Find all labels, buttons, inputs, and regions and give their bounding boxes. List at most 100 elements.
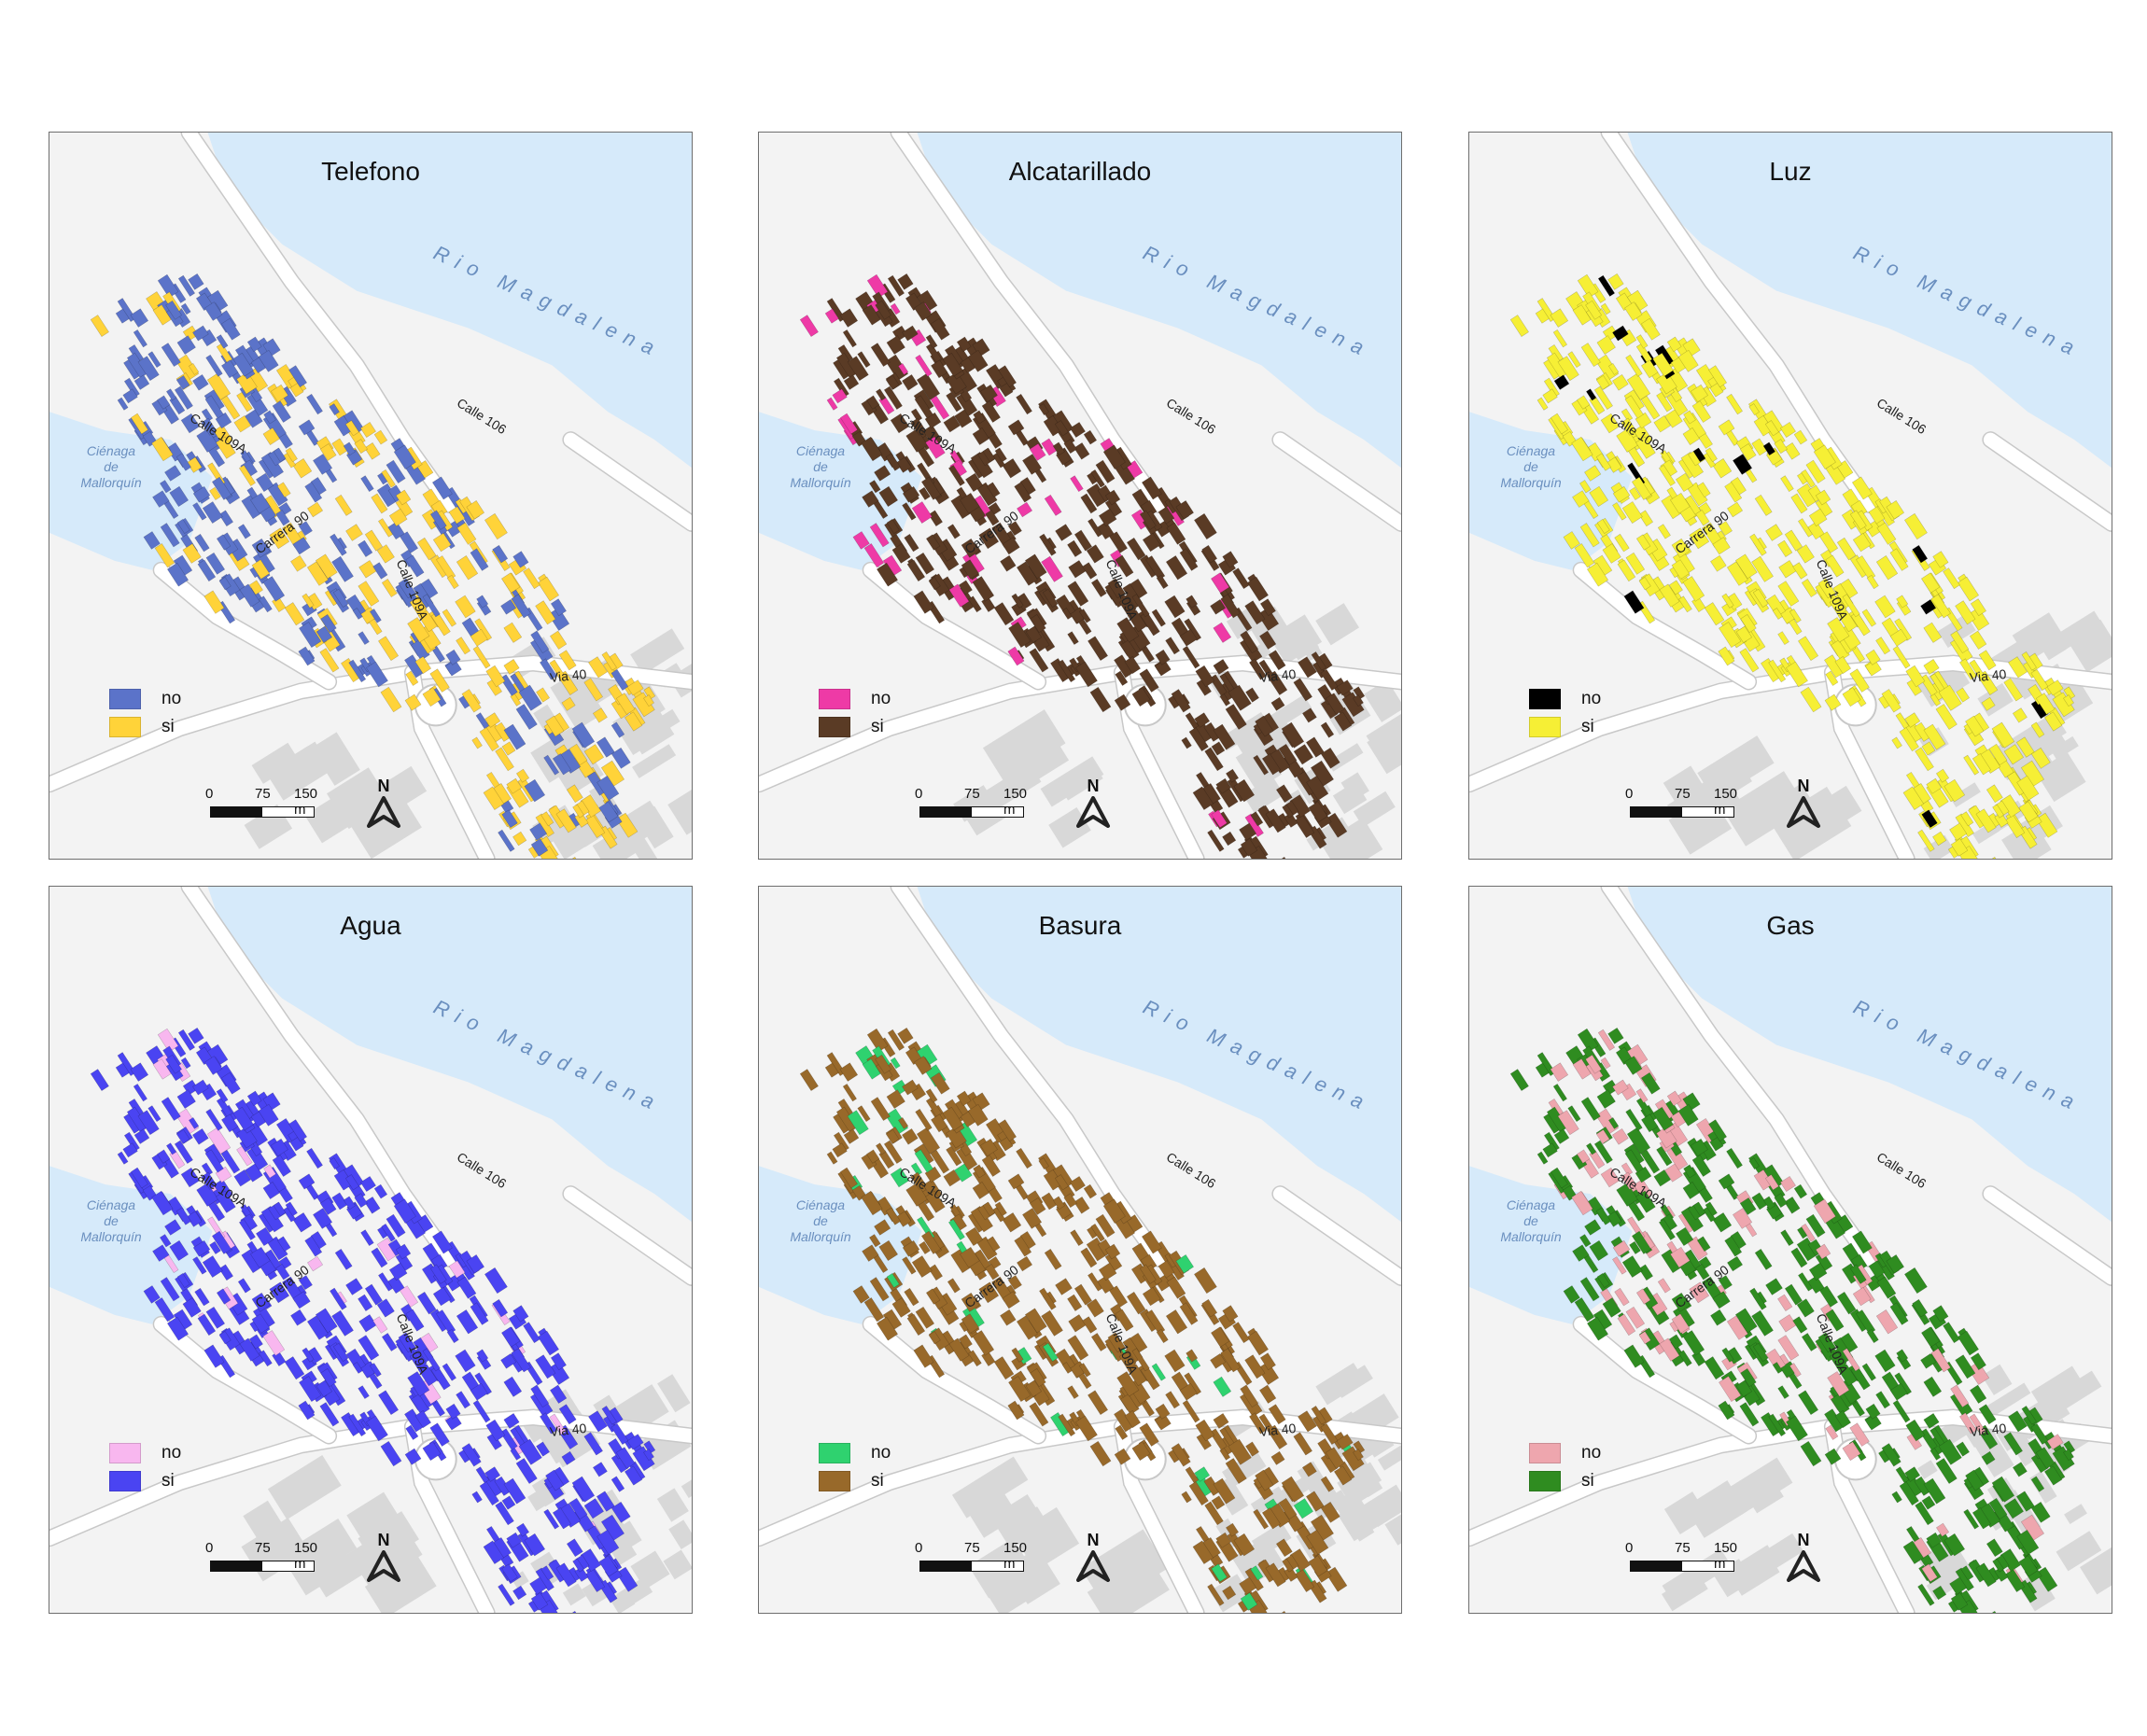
north-label: N (1087, 777, 1100, 795)
scale-bar: 0 75 150 m (205, 786, 318, 818)
scale-label-150: 150 m (1714, 1540, 1738, 1572)
legend-label-si: si (871, 717, 884, 736)
scale-label-0: 0 (1625, 786, 1634, 802)
legend-swatch-no (1529, 689, 1561, 709)
map-panel-luz: Luz Rio Magdalena Ciénaga de Mallorquín Ca… (1468, 132, 2112, 860)
legend-label-si: si (161, 717, 175, 736)
lagoon-label: Ciénaga de Mallorquín (80, 443, 142, 490)
north-arrow-icon (1787, 1550, 1820, 1582)
map-canvas (759, 887, 1401, 1613)
legend-label-no: no (161, 689, 182, 708)
north-arrow: N (365, 777, 402, 833)
legend-label-no: no (871, 689, 891, 708)
scale-label-150: 150 m (1714, 786, 1738, 818)
scale-label-0: 0 (915, 1540, 923, 1556)
north-arrow: N (1074, 777, 1112, 833)
lagoon-label: Ciénaga de Mallorquín (790, 1197, 851, 1244)
panel-title: Gas (1766, 911, 1815, 940)
legend: no si (1529, 1439, 1601, 1495)
legend-swatch-si (109, 1471, 141, 1491)
legend-item-no: no (1529, 1439, 1601, 1467)
legend: no si (819, 1439, 891, 1495)
river-area (1469, 887, 2112, 1223)
north-arrow-icon (1787, 796, 1820, 828)
north-label: N (1797, 777, 1810, 795)
legend: no si (819, 685, 891, 741)
legend-item-no: no (109, 685, 181, 713)
legend-swatch-no (109, 1443, 141, 1463)
legend-label-si: si (1581, 1471, 1594, 1491)
legend-item-no: no (819, 1439, 891, 1467)
river-area (759, 887, 1401, 1223)
north-arrow: N (1074, 1531, 1112, 1587)
map-panel-basura: Basura Rio Magdalena Ciénaga de Mallorquín… (758, 886, 1402, 1614)
map-canvas (1469, 133, 2112, 859)
scale-label-75: 75 (255, 1540, 271, 1556)
scale-bar: 0 75 150 m (915, 1540, 1028, 1572)
legend-item-no: no (819, 685, 891, 713)
map-canvas (1469, 887, 2112, 1613)
north-arrow-icon (367, 796, 400, 828)
legend-label-si: si (161, 1471, 175, 1491)
scale-label-150: 150 m (1003, 786, 1028, 818)
scale-bar: 0 75 150 m (1625, 1540, 1738, 1572)
scale-label-0: 0 (1625, 1540, 1634, 1556)
legend-swatch-no (1529, 1443, 1561, 1463)
scale-label-150: 150 m (294, 786, 318, 818)
river-area (1469, 133, 2112, 469)
legend: no si (109, 1439, 181, 1495)
scale-label-0: 0 (205, 1540, 214, 1556)
scale-bar: 0 75 150 m (1625, 786, 1738, 818)
legend-swatch-no (819, 689, 850, 709)
legend-label-no: no (1581, 689, 1602, 708)
scale-bar: 0 75 150 m (915, 786, 1028, 818)
legend-item-si: si (109, 713, 181, 741)
north-arrow: N (365, 1531, 402, 1587)
legend-item-si: si (1529, 713, 1601, 741)
legend-item-no: no (109, 1439, 181, 1467)
legend-swatch-si (819, 717, 850, 737)
scale-label-0: 0 (915, 786, 923, 802)
map-canvas (759, 133, 1401, 859)
panel-title: Telefono (321, 157, 420, 186)
scale-label-0: 0 (205, 786, 214, 802)
legend: no si (109, 685, 181, 741)
scale-label-75: 75 (964, 786, 980, 802)
north-arrow-icon (1076, 796, 1110, 828)
river-area (49, 133, 692, 469)
legend-swatch-no (819, 1443, 850, 1463)
scale-label-150: 150 m (1003, 1540, 1028, 1572)
north-arrow-icon (367, 1550, 400, 1582)
legend-item-si: si (819, 713, 891, 741)
north-arrow: N (1785, 1531, 1822, 1587)
north-arrow: N (1785, 777, 1822, 833)
lagoon-label: Ciénaga de Mallorquín (1500, 1197, 1562, 1244)
north-label: N (1087, 1531, 1100, 1549)
scale-bar: 0 75 150 m (205, 1540, 317, 1572)
panel-title: Basura (1038, 911, 1122, 940)
scale-label-75: 75 (1675, 786, 1691, 802)
legend-swatch-si (109, 717, 141, 737)
river-area (49, 887, 692, 1223)
legend-swatch-si (819, 1471, 850, 1491)
panel-title: Agua (340, 911, 401, 940)
north-arrow-icon (1076, 1550, 1110, 1582)
legend-label-no: no (161, 1443, 182, 1463)
scale-label-75: 75 (255, 786, 271, 802)
panel-title: Luz (1769, 157, 1812, 186)
legend-label-no: no (871, 1443, 891, 1463)
lagoon-label: Ciénaga de Mallorquín (80, 1197, 142, 1244)
map-canvas (49, 133, 692, 859)
lagoon-label: Ciénaga de Mallorquín (1500, 443, 1562, 490)
legend-swatch-si (1529, 1471, 1561, 1491)
scale-label-75: 75 (964, 1540, 980, 1556)
legend-swatch-no (109, 689, 141, 709)
legend-swatch-si (1529, 717, 1561, 737)
river-area (759, 133, 1401, 469)
north-label: N (377, 1531, 390, 1549)
legend-item-si: si (109, 1467, 181, 1495)
legend-label-si: si (871, 1471, 884, 1491)
legend-item-si: si (819, 1467, 891, 1495)
scale-label-75: 75 (1675, 1540, 1691, 1556)
north-label: N (1797, 1531, 1810, 1549)
